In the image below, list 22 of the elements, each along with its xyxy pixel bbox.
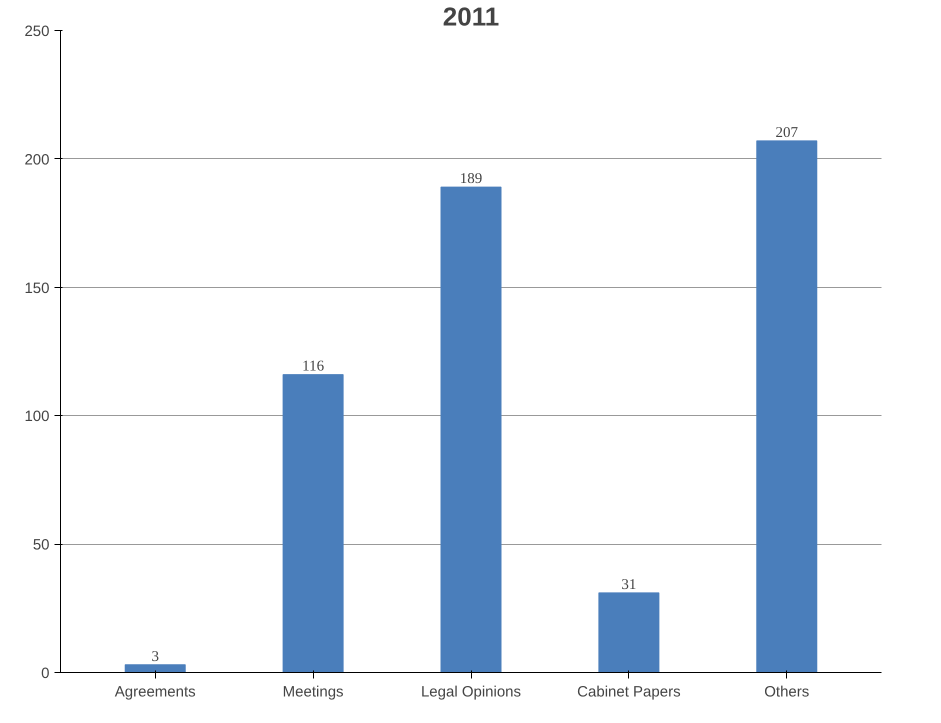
bar (756, 140, 818, 672)
bar (282, 374, 344, 672)
data-label: 3 (151, 648, 159, 665)
y-tick-label: 0 (41, 665, 50, 682)
bar (440, 186, 502, 672)
data-label: 31 (621, 576, 636, 593)
bar (124, 664, 186, 672)
x-tick-label: Legal Opinions (420, 684, 522, 700)
data-label: 189 (460, 171, 482, 188)
x-tick-label: Cabinet Papers (577, 684, 681, 700)
y-tick-label: 250 (24, 23, 50, 40)
y-tick-label: 50 (32, 536, 50, 554)
y-tick-label: 100 (24, 408, 50, 426)
bar (598, 592, 660, 672)
x-tick-label: Meetings (282, 684, 344, 700)
chart-title: 2011 (442, 2, 500, 32)
y-tick-label: 200 (24, 151, 50, 168)
y-tick-label: 150 (24, 280, 50, 297)
x-tick-label: Agreements (114, 684, 196, 700)
data-label: 207 (776, 124, 799, 141)
data-label: 116 (302, 358, 325, 375)
x-tick-label: Others (764, 684, 810, 700)
